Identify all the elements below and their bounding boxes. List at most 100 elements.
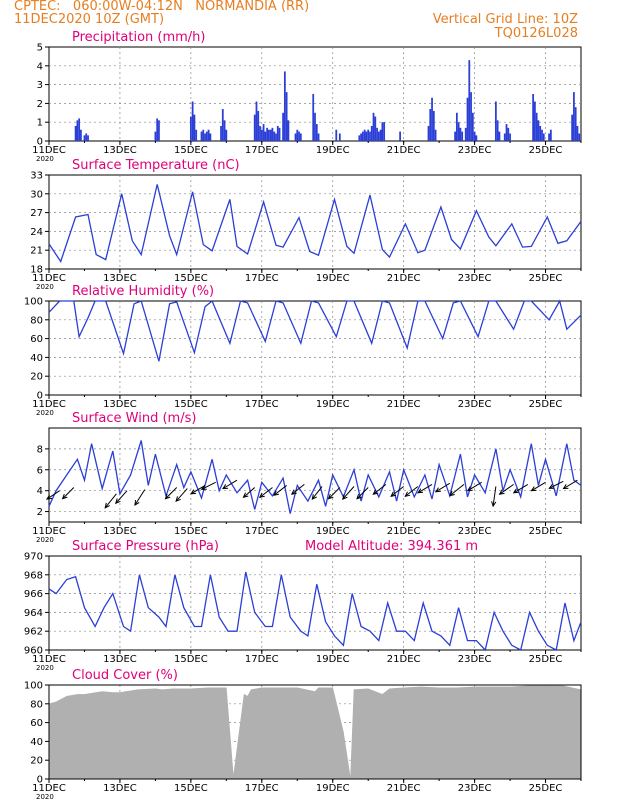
temp-ytick-label: 30 (30, 189, 43, 200)
rh-year-label: 2020 (36, 409, 54, 417)
precip-bar (578, 133, 581, 141)
wind-xtick-label: 15DEC (174, 526, 208, 537)
wind-arrow-head (290, 489, 297, 495)
precip-bar (207, 129, 210, 141)
precip-bar (276, 125, 279, 141)
rh-ytick-label: 20 (30, 372, 43, 383)
wind-xtick-label: 13DEC (103, 526, 137, 537)
precip-bar (314, 112, 316, 141)
precip-bar (255, 101, 258, 141)
precip-bar (189, 116, 192, 141)
wind-year-label: 2020 (36, 536, 54, 544)
cloud-xtick-label: 15DEC (174, 783, 208, 794)
cloud-xtick-label: 17DEC (245, 783, 279, 794)
precip-bar (576, 125, 579, 141)
wind-arrow-head (46, 494, 53, 500)
precip-bar (259, 125, 261, 141)
wind-arrow-shaft (243, 487, 256, 498)
precip-bar (225, 129, 228, 141)
temp-xtick-label: 25DEC (529, 273, 563, 284)
cloud-xtick-label: 21DEC (387, 783, 421, 794)
wind-arrow-shaft (549, 480, 564, 489)
wind-arrow-shaft (165, 487, 178, 500)
cloud-xtick-label: 19DEC (316, 783, 350, 794)
precip-bar (269, 129, 272, 141)
wind-arrow-shaft (449, 484, 465, 496)
precip-bar (473, 131, 476, 141)
precip-bar (383, 122, 386, 141)
wind-title: Surface Wind (m/s) (72, 411, 196, 426)
cloud-area (48, 685, 582, 780)
wind-arrow-shaft (356, 487, 369, 500)
precip-bar (461, 131, 464, 141)
precip-bar (264, 131, 267, 141)
precip-bar (83, 135, 86, 141)
precip-bar (367, 129, 370, 141)
wind-arrow-head (466, 486, 473, 492)
precip-bar (360, 133, 362, 141)
rh-xtick-label: 25DEC (529, 399, 563, 410)
precip-bar (271, 127, 274, 141)
pres-xtick-label: 15DEC (174, 654, 208, 665)
wind-arrow-shaft (513, 483, 529, 494)
precip-bar (574, 107, 577, 141)
precip-bar (158, 120, 160, 141)
precip-bar (454, 131, 456, 141)
precip-bar (223, 120, 226, 141)
precip-bar (202, 129, 205, 141)
wind-arrow-shaft (175, 488, 188, 502)
wind-arrow-head (273, 490, 279, 496)
wind-xtick-label: 25DEC (529, 526, 563, 537)
wind-arrow-shaft (390, 486, 404, 497)
precip-xtick-label: 25DEC (529, 145, 563, 156)
precip-bar (537, 120, 540, 141)
cloud-title: Cloud Cover (%) (72, 668, 178, 683)
precip-bar (200, 131, 203, 141)
precip-bar (541, 129, 543, 141)
precip-bar (262, 124, 265, 141)
wind-arrow-shaft (531, 481, 546, 492)
rh-ytick-label: 60 (30, 334, 43, 345)
temp-year-label: 2020 (36, 283, 54, 291)
precip-bar (365, 131, 368, 141)
wind-arrow-shaft (273, 485, 287, 496)
wind-arrow-shaft (291, 484, 305, 495)
pres-ytick-label: 966 (24, 589, 43, 600)
wind-arrow-shaft (342, 486, 355, 500)
temp-line (48, 184, 582, 263)
precip-bar (372, 112, 375, 141)
temp-xtick-label: 15DEC (174, 273, 208, 284)
precip-bar (532, 94, 535, 141)
precip-bar (503, 133, 506, 141)
pres-ytick-label: 970 (24, 552, 43, 563)
header-model: TQ0126L028 (494, 26, 578, 41)
precip-bar (464, 127, 467, 141)
precip-ytick-label: 0 (37, 137, 43, 148)
precip-bar (312, 94, 315, 141)
precip-bar (275, 133, 277, 141)
precip-bar (78, 118, 81, 141)
pres-ytick-label: 968 (24, 570, 43, 581)
precip-bar (338, 133, 341, 141)
precip-ytick-label: 1 (37, 118, 43, 129)
rh-xtick-label: 15DEC (174, 399, 208, 410)
wind-ytick-label: 8 (37, 444, 43, 455)
precip-bar (496, 120, 499, 141)
precip-bar (278, 127, 281, 141)
pres-ytick-label: 962 (24, 627, 43, 638)
precip-bar (315, 124, 318, 141)
precip-bar (191, 101, 194, 141)
precip-bar (534, 101, 536, 141)
header-station: CPTEC: 060:00W-04:12N NORMANDIA (RR) (14, 0, 310, 14)
wind-ytick-label: 6 (37, 465, 43, 476)
precip-bar (535, 112, 538, 141)
precip-bar (494, 101, 497, 141)
rh-line (48, 299, 582, 362)
precip-bar (298, 131, 300, 141)
precip-bar (434, 129, 437, 141)
precip-bar (253, 114, 256, 141)
temp-xtick-label: 21DEC (387, 273, 421, 284)
precip-xtick-label: 13DEC (103, 145, 137, 156)
precip-xtick-label: 17DEC (245, 145, 279, 156)
